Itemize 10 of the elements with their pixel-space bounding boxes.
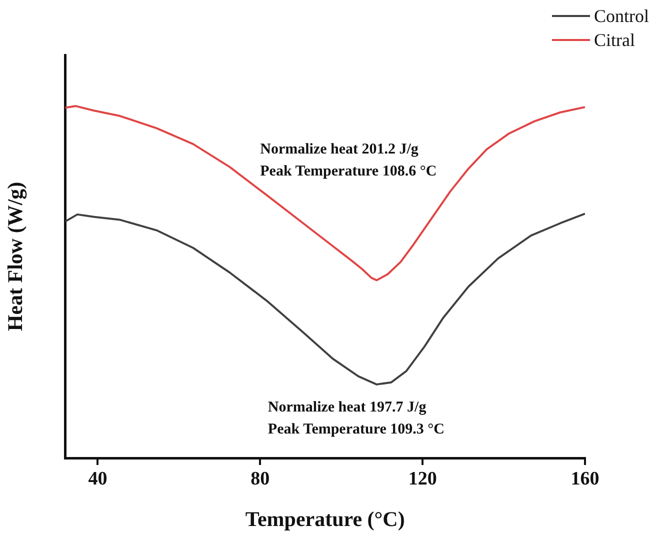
x-axis-title: Temperature (°C) xyxy=(245,506,405,531)
y-axis-title: Heat Flow (W/g) xyxy=(3,182,28,332)
x-tick-label: 80 xyxy=(250,468,270,490)
x-tick-label: 40 xyxy=(88,468,108,490)
x-tick-label: 160 xyxy=(570,468,600,490)
x-tick-label: 120 xyxy=(408,468,437,490)
legend-label: Control xyxy=(594,6,649,26)
annotation: Normalize heat 197.7 J/g Peak Temperature 109.3 °C xyxy=(268,400,444,438)
annotation: Normalize heat 201.2 J/g Peak Temperature 108.6 °C xyxy=(260,142,437,180)
legend-label: Citral xyxy=(594,30,635,50)
